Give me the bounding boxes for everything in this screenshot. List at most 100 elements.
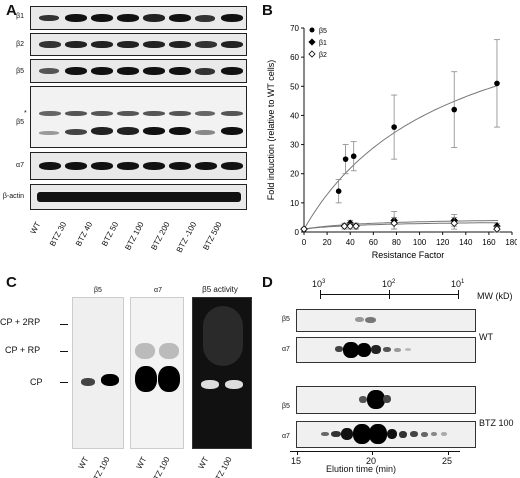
lane-label: WT [196, 455, 210, 471]
data-point [340, 222, 349, 230]
tick-cp-rp [60, 351, 68, 352]
group-label-btz100: BTZ 100 [479, 418, 514, 428]
blot-beta-actin [30, 184, 247, 210]
native-gel-beta5 [72, 297, 124, 449]
legend-label: β5 [319, 28, 327, 35]
row-label-beta5-btz: β5 [282, 403, 290, 410]
y-tick-label: 60 [290, 53, 299, 62]
native-gel-alpha7 [130, 297, 184, 449]
blot-c3-title: β5 activity [202, 285, 238, 294]
y-tick-label: 0 [295, 228, 300, 237]
x-axis-title: Resistance Factor [372, 250, 445, 260]
x-tick-label: 20 [323, 238, 332, 247]
mw-tick-10: 101 [451, 279, 465, 289]
blot-beta2 [30, 33, 247, 56]
x-tick-label: 80 [392, 238, 401, 247]
x-tick-label: 40 [346, 238, 355, 247]
row-label-beta-actin: β-actin [2, 193, 24, 200]
panel-a-letter: A [6, 2, 17, 19]
lane-label: BTZ 500 [201, 220, 224, 252]
lane-label: BTZ 30 [47, 220, 68, 248]
panel-b-letter: B [262, 2, 273, 19]
row-label-beta5-wt: β5 [282, 316, 290, 323]
row-label-beta1: β1 [16, 13, 24, 20]
legend-marker [308, 50, 316, 58]
data-point [450, 219, 458, 228]
y-tick-label: 20 [290, 170, 299, 179]
label-cp-2rp: CP + 2RP [0, 317, 41, 327]
panel-a: β1 β2 β5 β5 * α7 β-actin [0, 0, 255, 275]
lane-label: BTZ 40 [73, 220, 94, 248]
fit-curve [303, 84, 499, 230]
lane-label: BTZ -100 [174, 220, 198, 255]
blot-beta5-precursor [30, 86, 247, 148]
panel-c: CP + 2RP CP + RP CP β5 α7 β5 activity WT… [0, 275, 258, 478]
label-cp-rp: CP + RP [5, 345, 41, 355]
mw-tick-100: 102 [382, 279, 396, 289]
panel-d-letter: D [262, 274, 273, 291]
legend-label: β1 [319, 40, 327, 47]
x-tick-label: 0 [302, 238, 307, 247]
legend-marker [309, 27, 315, 33]
fraction-blot-beta5-wt [296, 309, 476, 332]
elution-axis [290, 451, 460, 452]
row-label-alpha7-wt: α7 [282, 346, 290, 353]
blot-c2-title: α7 [154, 287, 162, 294]
tick-cp-2rp [60, 324, 68, 325]
label-cp: CP [30, 377, 43, 387]
x-tick-label: 160 [482, 238, 496, 247]
lane-label: WT [134, 455, 148, 471]
row-label-beta2: β2 [16, 41, 24, 48]
group-label-wt: WT [479, 332, 493, 342]
row-label-beta5: β5 [16, 68, 24, 75]
row-label-alpha7-btz: α7 [282, 433, 290, 440]
data-point [300, 225, 308, 233]
blot-c1-title: β5 [94, 287, 102, 294]
data-point [391, 124, 397, 130]
elution-tick: 15 [291, 456, 302, 466]
mw-label: MW (kD) [477, 291, 513, 301]
lane-label: BTZ 50 [99, 220, 120, 248]
legend-label: β2 [319, 52, 327, 59]
blot-alpha7 [30, 152, 247, 180]
data-point [451, 106, 458, 113]
x-tick-label: 100 [413, 238, 427, 247]
elution-axis-label: Elution time (min) [326, 464, 397, 474]
fit-curve [303, 222, 499, 230]
data-point [346, 222, 354, 230]
lane-label: BTZ 100 [149, 455, 172, 478]
lane-label: WT [76, 455, 90, 471]
lane-label: BTZ 100 [89, 455, 112, 478]
y-tick-label: 50 [290, 82, 299, 91]
y-tick-label: 30 [290, 141, 299, 150]
lane-label: BTZ 200 [149, 220, 172, 252]
y-tick-label: 10 [290, 199, 299, 208]
panel-c-letter: C [6, 274, 17, 291]
data-point [390, 219, 398, 228]
mw-tick-1000: 103 [312, 279, 326, 289]
blot-beta1 [30, 6, 247, 30]
data-point [352, 222, 360, 230]
fraction-blot-alpha7-btz [296, 421, 476, 448]
fit-curve [303, 220, 499, 230]
lane-label: WT [28, 220, 42, 236]
panel-b-chart: 0 20 40 60 80 100 120 140 160 180 0 10 20 30 40 50 60 70 R… [266, 24, 517, 260]
row-label-beta5-precursor: β5 [16, 119, 24, 126]
data-point [335, 188, 342, 194]
x-tick-label: 140 [459, 238, 473, 247]
y-axis-title: Fold induction (relative to WT cells) [266, 60, 276, 200]
panel-d: 103 102 101 MW (kD) β5 α7 β5 α7 WT BTZ 1… [262, 275, 520, 478]
tick-cp [60, 382, 68, 383]
data-point [350, 153, 357, 160]
x-tick-label: 120 [436, 238, 450, 247]
y-tick-label: 40 [290, 111, 299, 120]
fraction-blot-beta5-btz [296, 386, 476, 414]
x-tick-label: 180 [505, 238, 517, 247]
precursor-asterisk: * [24, 110, 27, 117]
data-point [494, 80, 500, 87]
elution-tick: 25 [442, 456, 453, 466]
native-gel-activity [192, 297, 252, 449]
lane-label: BTZ 100 [123, 220, 146, 252]
x-tick-label: 60 [369, 238, 378, 247]
data-point [342, 156, 349, 162]
